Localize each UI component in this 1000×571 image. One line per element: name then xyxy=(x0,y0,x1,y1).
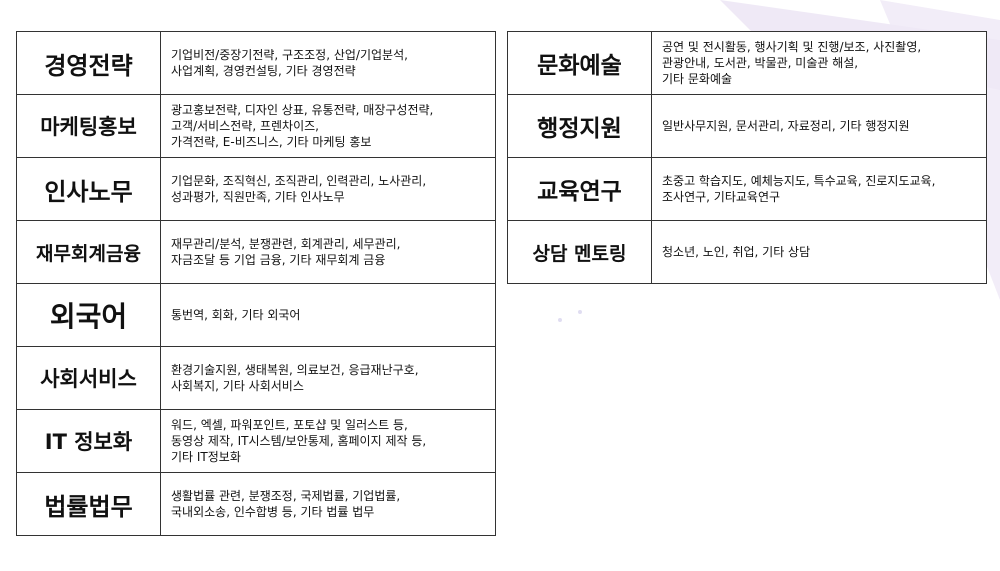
description-cell: 기업문화, 조직혁신, 조직관리, 인력관리, 노사관리, 성과평가, 직원만족,… xyxy=(160,157,496,221)
right-table: 문화예술 공연 및 전시활동, 행사기획 및 진행/보조, 사진촬영, 관광안내, … xyxy=(507,31,987,284)
description-cell: 통번역, 회화, 기타 외국어 xyxy=(160,283,496,347)
description-line: 가격전략, E-비즈니스, 기타 마케팅 홍보 xyxy=(171,135,372,149)
category-cell: 법률법무 xyxy=(16,472,161,536)
description-line: 기타 IT정보화 xyxy=(171,450,241,464)
category-cell: 마케팅홍보 xyxy=(16,94,161,158)
table-row: 행정지원 일반사무지원, 문서관리, 자료정리, 기타 행정지원 xyxy=(507,94,987,158)
description-line: 동영상 제작, IT시스템/보안통제, 홈페이지 제작 등, xyxy=(171,434,427,448)
table-row: 상담 멘토링 청소년, 노인, 취업, 기타 상담 xyxy=(507,220,987,284)
description-cell: 공연 및 전시활동, 행사기획 및 진행/보조, 사진촬영, 관광안내, 도서관,… xyxy=(651,31,987,95)
table-row: 경영전략 기업비전/중장기전략, 구조조정, 산업/기업분석, 사업계획, 경영컨설… xyxy=(16,31,496,95)
description-line: 조사연구, 기타교육연구 xyxy=(662,190,781,204)
description-line: 통번역, 회화, 기타 외국어 xyxy=(171,308,301,322)
table-row: 외국어 통번역, 회화, 기타 외국어 xyxy=(16,283,496,347)
description-cell: 기업비전/중장기전략, 구조조정, 산업/기업분석, 사업계획, 경영컨설팅, 기… xyxy=(160,31,496,95)
category-cell: IT 정보화 xyxy=(16,409,161,473)
category-cell: 재무회계금융 xyxy=(16,220,161,284)
description-line: 국내외소송, 인수합병 등, 기타 법률 법무 xyxy=(171,505,375,519)
category-cell: 사회서비스 xyxy=(16,346,161,410)
description-cell: 워드, 엑셀, 파워포인트, 포토샵 및 일러스트 등, 동영상 제작, IT시스… xyxy=(160,409,496,473)
table-row: 문화예술 공연 및 전시활동, 행사기획 및 진행/보조, 사진촬영, 관광안내, … xyxy=(507,31,987,95)
left-table: 경영전략 기업비전/중장기전략, 구조조정, 산업/기업분석, 사업계획, 경영컨설… xyxy=(16,31,496,536)
description-cell: 광고홍보전략, 디자인 상표, 유통전략, 매장구성전략, 고객/서비스전략, 프… xyxy=(160,94,496,158)
table-row: IT 정보화 워드, 엑셀, 파워포인트, 포토샵 및 일러스트 등, 동영상 제작… xyxy=(16,409,496,473)
description-line: 환경기술지원, 생태복원, 의료보건, 응급재난구호, xyxy=(171,363,419,377)
category-cell: 외국어 xyxy=(16,283,161,347)
table-row: 재무회계금융 재무관리/분석, 분쟁관련, 회계관리, 세무관리, 자금조달 등 기… xyxy=(16,220,496,284)
description-line: 청소년, 노인, 취업, 기타 상담 xyxy=(662,245,811,259)
description-cell: 환경기술지원, 생태복원, 의료보건, 응급재난구호, 사회복지, 기타 사회서비… xyxy=(160,346,496,410)
category-cell: 문화예술 xyxy=(507,31,652,95)
table-row: 법률법무 생활법률 관련, 분쟁조정, 국제법률, 기업법률, 국내외소송, 인수합… xyxy=(16,472,496,536)
description-line: 공연 및 전시활동, 행사기획 및 진행/보조, 사진촬영, xyxy=(662,40,922,54)
description-line: 워드, 엑셀, 파워포인트, 포토샵 및 일러스트 등, xyxy=(171,418,408,432)
description-line: 일반사무지원, 문서관리, 자료정리, 기타 행정지원 xyxy=(662,119,910,133)
description-line: 성과평가, 직원만족, 기타 인사노무 xyxy=(171,190,345,204)
description-cell: 일반사무지원, 문서관리, 자료정리, 기타 행정지원 xyxy=(651,94,987,158)
category-cell: 행정지원 xyxy=(507,94,652,158)
table-row: 사회서비스 환경기술지원, 생태복원, 의료보건, 응급재난구호, 사회복지, 기타… xyxy=(16,346,496,410)
description-line: 재무관리/분석, 분쟁관련, 회계관리, 세무관리, xyxy=(171,237,401,251)
description-line: 기업비전/중장기전략, 구조조정, 산업/기업분석, xyxy=(171,48,408,62)
description-line: 초중고 학습지도, 예체능지도, 특수교육, 진로지도교육, xyxy=(662,174,936,188)
description-line: 생활법률 관련, 분쟁조정, 국제법률, 기업법률, xyxy=(171,489,401,503)
description-cell: 청소년, 노인, 취업, 기타 상담 xyxy=(651,220,987,284)
description-line: 자금조달 등 기업 금융, 기타 재무회계 금융 xyxy=(171,253,386,267)
table-row: 인사노무 기업문화, 조직혁신, 조직관리, 인력관리, 노사관리, 성과평가, 직… xyxy=(16,157,496,221)
description-cell: 초중고 학습지도, 예체능지도, 특수교육, 진로지도교육, 조사연구, 기타교육… xyxy=(651,157,987,221)
description-line: 사업계획, 경영컨설팅, 기타 경영전략 xyxy=(171,64,356,78)
category-cell: 인사노무 xyxy=(16,157,161,221)
description-line: 관광안내, 도서관, 박물관, 미술관 해설, xyxy=(662,56,859,70)
table-row: 마케팅홍보 광고홍보전략, 디자인 상표, 유통전략, 매장구성전략, 고객/서비스… xyxy=(16,94,496,158)
table-row: 교육연구 초중고 학습지도, 예체능지도, 특수교육, 진로지도교육, 조사연구, … xyxy=(507,157,987,221)
description-cell: 생활법률 관련, 분쟁조정, 국제법률, 기업법률, 국내외소송, 인수합병 등,… xyxy=(160,472,496,536)
description-line: 기타 문화예술 xyxy=(662,72,733,86)
description-line: 기업문화, 조직혁신, 조직관리, 인력관리, 노사관리, xyxy=(171,174,427,188)
category-cell: 경영전략 xyxy=(16,31,161,95)
description-line: 사회복지, 기타 사회서비스 xyxy=(171,379,304,393)
description-cell: 재무관리/분석, 분쟁관련, 회계관리, 세무관리, 자금조달 등 기업 금융, … xyxy=(160,220,496,284)
description-line: 광고홍보전략, 디자인 상표, 유통전략, 매장구성전략, xyxy=(171,103,434,117)
description-line: 고객/서비스전략, 프렌차이즈, xyxy=(171,119,319,133)
category-cell: 교육연구 xyxy=(507,157,652,221)
category-cell: 상담 멘토링 xyxy=(507,220,652,284)
